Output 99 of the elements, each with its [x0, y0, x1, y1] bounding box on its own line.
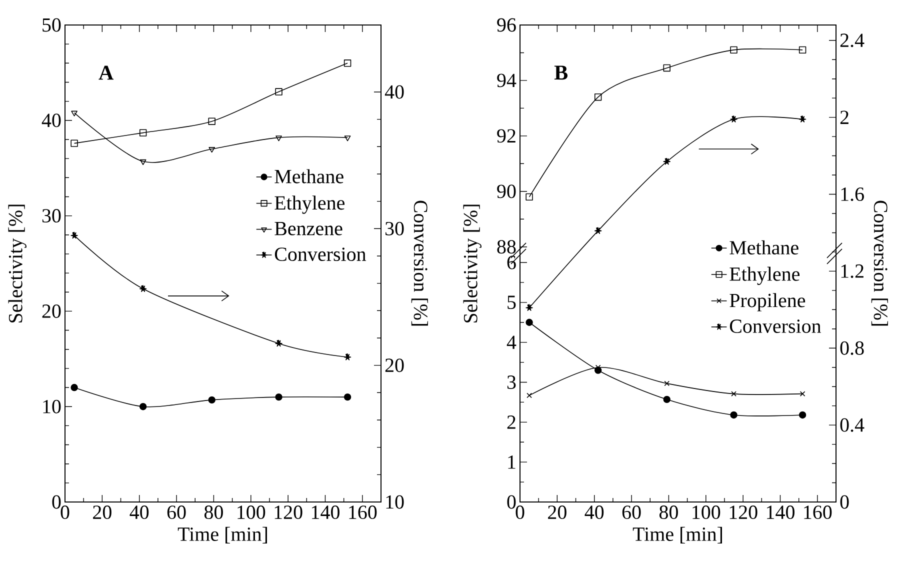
legend-label: Ethylene — [730, 266, 800, 285]
y2-tick-label: 1.2 — [841, 264, 864, 278]
point — [526, 318, 533, 326]
point — [344, 60, 352, 67]
point — [526, 392, 532, 398]
point — [275, 393, 282, 401]
point — [139, 129, 147, 136]
point — [663, 158, 670, 165]
y2-tick-label: 30 — [385, 222, 404, 236]
x-tick-label: 120 — [274, 506, 302, 520]
y-tick-label: 2 — [507, 416, 516, 429]
point — [526, 193, 533, 201]
legend-label: Conversion — [274, 248, 366, 262]
point — [70, 140, 78, 147]
legend-label: Methane — [274, 169, 344, 184]
x-tick-label: 20 — [93, 506, 112, 520]
point — [139, 403, 147, 410]
x-tick-label: 160 — [804, 506, 832, 520]
point — [208, 118, 216, 125]
y-tick-label: 4 — [506, 336, 516, 349]
point — [594, 94, 602, 101]
y-tick-label: 0 — [52, 495, 61, 509]
y-axis-title: Selectivity [%] — [463, 204, 482, 322]
point — [800, 391, 806, 396]
y-tick-label: 40 — [42, 114, 61, 128]
point — [664, 380, 670, 386]
y3-tick-label: 94 — [497, 74, 516, 88]
y3-tick-label: 96 — [497, 18, 516, 32]
x-tick-label: 40 — [130, 506, 149, 520]
point — [70, 232, 78, 239]
y-tick-label: 3 — [507, 376, 516, 389]
y2-tick-label: 10 — [386, 495, 404, 509]
legend-label: Methane — [730, 240, 798, 254]
legend-label: Benzene — [274, 222, 342, 236]
x-tick-label: 0 — [60, 506, 70, 520]
x-tick-label: 100 — [692, 506, 720, 520]
legend-label: Conversion — [730, 320, 822, 333]
x-tick-label: 60 — [167, 506, 186, 520]
text: B — [554, 66, 568, 80]
point — [275, 88, 282, 96]
point — [344, 354, 352, 360]
point — [798, 411, 806, 419]
x-tick-label: 80 — [204, 506, 223, 520]
point — [731, 391, 736, 396]
y2-tick-label: 1.6 — [841, 187, 864, 202]
x-tick-label: 80 — [659, 506, 678, 520]
y3-tick-label: 88 — [497, 240, 516, 254]
x-axis-title: Time [min] — [178, 526, 267, 544]
point — [344, 136, 351, 142]
y2-tick-label: 40 — [384, 85, 404, 99]
y2-tick-label: 0.8 — [840, 341, 864, 355]
point — [208, 396, 216, 404]
x-axis-title: Time [min] — [632, 526, 722, 544]
point — [526, 304, 533, 311]
x-tick-label: 60 — [622, 506, 641, 520]
y2-tick-label: 0 — [840, 495, 849, 509]
x-tick-label: 120 — [730, 506, 758, 520]
point — [70, 384, 78, 392]
point — [730, 116, 738, 122]
y-tick-label: 5 — [508, 296, 516, 310]
point — [663, 396, 670, 404]
point — [730, 46, 738, 54]
x-tick-label: 20 — [548, 506, 566, 520]
point — [140, 159, 146, 166]
y2-axis-title: Conversion [%] — [411, 200, 428, 326]
y-tick-label: 6 — [507, 256, 516, 270]
y2-tick-label: 0.4 — [840, 418, 864, 432]
point — [276, 136, 282, 142]
legend-label: Propilene — [730, 293, 806, 312]
y-axis-title: Selectivity [%] — [8, 204, 26, 322]
y3-tick-label: 92 — [497, 129, 516, 143]
y-tick-label: 0 — [507, 495, 516, 509]
point — [798, 46, 806, 54]
y2-tick-label: 2.4 — [840, 34, 864, 48]
y-tick-label: 30 — [42, 209, 61, 223]
y2-axis-title: Conversion [%] — [871, 200, 888, 326]
x-tick-label: 160 — [349, 506, 377, 520]
point — [663, 64, 670, 72]
y2-tick-label: 20 — [385, 358, 404, 372]
point — [798, 116, 806, 122]
legend-label: Ethylene — [274, 196, 345, 214]
point — [139, 285, 147, 292]
point — [730, 411, 738, 419]
y-tick-label: 50 — [42, 18, 61, 32]
point — [71, 110, 78, 116]
x-tick-label: 140 — [767, 506, 794, 520]
x-tick-label: 40 — [584, 506, 604, 520]
y2-tick-label: 2 — [840, 110, 848, 124]
y-tick-label: 1 — [508, 455, 516, 469]
point — [275, 340, 282, 347]
y3-tick-label: 90 — [497, 184, 516, 198]
text: A — [98, 66, 114, 80]
point — [208, 147, 216, 153]
x-tick-label: 100 — [238, 506, 266, 520]
y-tick-label: 10 — [43, 400, 61, 414]
point — [594, 227, 602, 234]
point — [344, 393, 352, 401]
x-tick-label: 140 — [312, 506, 340, 520]
y-tick-label: 20 — [42, 304, 61, 318]
